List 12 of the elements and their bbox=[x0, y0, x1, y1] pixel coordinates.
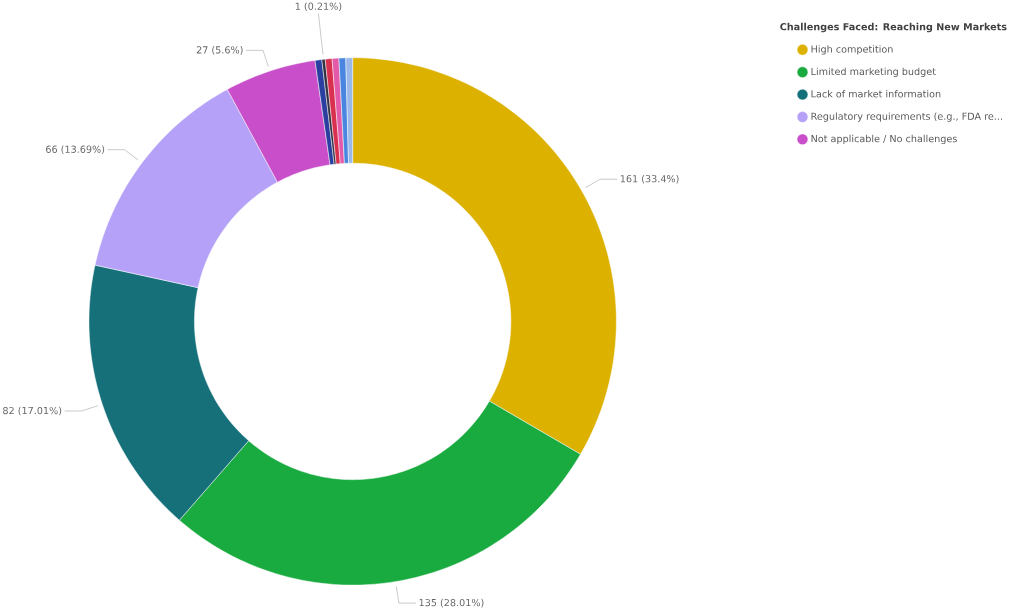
legend-label: Lack of market information bbox=[811, 90, 941, 98]
data-label: 135 (28.01%) bbox=[419, 598, 484, 608]
legend-title: Challenges Faced: Reaching New Markets bbox=[780, 22, 1007, 33]
legend-label: Limited marketing budget bbox=[811, 67, 936, 78]
data-label: 1 (0.21%) bbox=[295, 2, 342, 12]
data-label: 161 (33.4%) bbox=[620, 175, 679, 184]
legend-label: Regulatory requirements (e.g., FDA re... bbox=[811, 112, 1002, 122]
data-label: 27 (5.6%) bbox=[196, 46, 243, 55]
data-label: 82 (17.01%) bbox=[3, 406, 62, 416]
legend-label: Not applicable / No challenges bbox=[811, 134, 957, 145]
legend-label: High competition bbox=[811, 45, 893, 55]
data-label: 66 (13.69%) bbox=[46, 145, 105, 155]
